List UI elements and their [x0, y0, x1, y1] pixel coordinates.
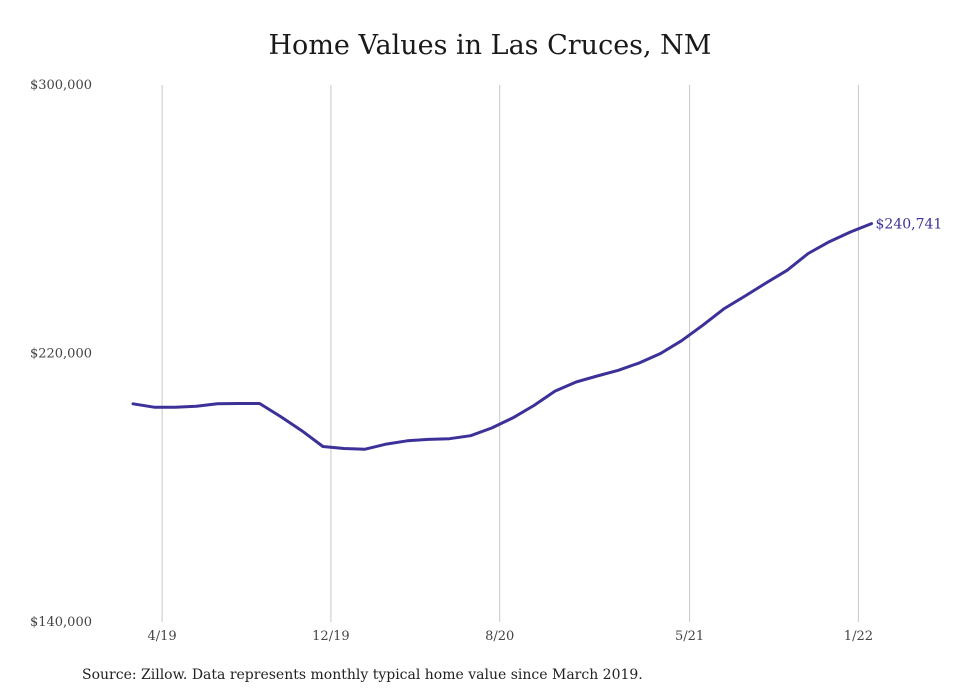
gridlines — [161, 85, 859, 622]
annotations: $240,741 — [876, 217, 943, 233]
x-tick-label: 12/19 — [312, 629, 349, 644]
source-note: Source: Zillow. Data represents monthly … — [82, 667, 643, 683]
end-value-label: $240,741 — [876, 217, 943, 233]
x-tick-label: 5/21 — [675, 629, 704, 644]
chart-title: Home Values in Las Cruces, NM — [268, 30, 712, 61]
series-line — [131, 222, 873, 451]
y-tick-label: $220,000 — [30, 347, 92, 362]
series-lines — [131, 222, 873, 451]
x-axis-ticks: 4/19 12/19 8/20 5/21 1/22 — [147, 629, 873, 644]
y-tick-label: $300,000 — [30, 78, 92, 93]
x-tick-label: 8/20 — [485, 629, 514, 644]
x-tick-label: 4/19 — [147, 629, 176, 644]
y-axis-ticks: $300,000 $220,000 $140,000 — [30, 78, 92, 630]
y-tick-label: $140,000 — [30, 615, 92, 630]
x-tick-label: 1/22 — [844, 629, 873, 644]
